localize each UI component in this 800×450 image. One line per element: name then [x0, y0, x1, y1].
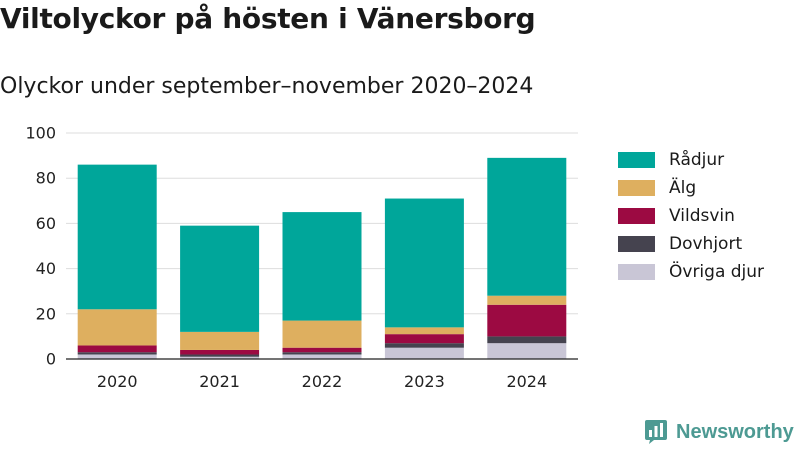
- legend-label: Dovhjort: [669, 234, 743, 254]
- bar-segment-2022-4: [282, 212, 362, 321]
- legend: Rådjur Älg Vildsvin Dovhjort Övriga djur: [618, 146, 764, 286]
- bar-segment-2024-3: [487, 295, 567, 305]
- bar-segment-2024-1: [487, 336, 567, 344]
- bars: [77, 157, 567, 359]
- legend-swatch: [618, 152, 655, 168]
- legend-item-alg: Älg: [618, 174, 764, 202]
- chart-title: Viltolyckor på hösten i Vänersborg: [0, 2, 536, 35]
- bar-segment-2022-1: [282, 352, 362, 355]
- legend-swatch: [618, 236, 655, 252]
- bar-segment-2023-1: [384, 343, 464, 348]
- bar-segment-2020-3: [77, 309, 157, 346]
- bar-segment-2020-0: [77, 354, 157, 359]
- x-tick-label: 2020: [97, 372, 138, 391]
- legend-label: Vildsvin: [669, 206, 735, 226]
- x-tick-label: 2021: [199, 372, 240, 391]
- brand-logo: Newsworthy: [644, 419, 794, 445]
- legend-label: Rådjur: [669, 150, 725, 170]
- bar-segment-2020-4: [77, 164, 157, 310]
- bar-segment-2021-4: [180, 225, 260, 332]
- y-axis-ticks: 0 20 40 60 80 100: [25, 124, 56, 369]
- bar-segment-2023-0: [384, 347, 464, 359]
- y-tick-label: 40: [36, 259, 56, 278]
- y-tick-label: 60: [36, 214, 56, 233]
- bar-segment-2020-2: [77, 345, 157, 353]
- bar-segment-2021-1: [180, 354, 260, 357]
- y-tick-label: 20: [36, 304, 56, 323]
- y-tick-label: 80: [36, 169, 56, 188]
- legend-swatch: [618, 264, 655, 280]
- x-tick-label: 2022: [302, 372, 343, 391]
- legend-label: Övriga djur: [669, 262, 765, 282]
- bar-segment-2020-1: [77, 352, 157, 355]
- bar-segment-2024-2: [487, 304, 567, 337]
- bar-segment-2022-2: [282, 347, 362, 353]
- chart-subtitle: Olyckor under september–november 2020–20…: [0, 74, 534, 99]
- bar-segment-2021-2: [180, 349, 260, 355]
- legend-swatch: [618, 208, 655, 224]
- bar-segment-2024-0: [487, 343, 567, 359]
- bar-segment-2023-3: [384, 327, 464, 335]
- x-tick-label: 2023: [404, 372, 445, 391]
- bar-segment-2021-3: [180, 331, 260, 350]
- legend-item-vildsvin: Vildsvin: [618, 202, 764, 230]
- bar-chart-icon: [645, 420, 667, 444]
- brand-name: Newsworthy: [676, 420, 794, 443]
- bar-segment-2022-3: [282, 320, 362, 348]
- y-tick-label: 0: [46, 350, 56, 369]
- y-tick-label: 100: [25, 124, 56, 143]
- x-tick-label: 2024: [506, 372, 547, 391]
- legend-item-radjur: Rådjur: [618, 146, 764, 174]
- bar-segment-2024-4: [487, 157, 567, 296]
- legend-item-ovriga-djur: Övriga djur: [618, 258, 764, 286]
- bar-segment-2023-2: [384, 334, 464, 344]
- bar-segment-2021-0: [180, 356, 260, 359]
- legend-label: Älg: [669, 178, 697, 198]
- legend-item-dovhjort: Dovhjort: [618, 230, 764, 258]
- x-axis-ticks: 2020 2021 2022 2023 2024: [97, 372, 547, 391]
- bar-segment-2023-4: [384, 198, 464, 328]
- legend-swatch: [618, 180, 655, 196]
- bar-segment-2022-0: [282, 354, 362, 359]
